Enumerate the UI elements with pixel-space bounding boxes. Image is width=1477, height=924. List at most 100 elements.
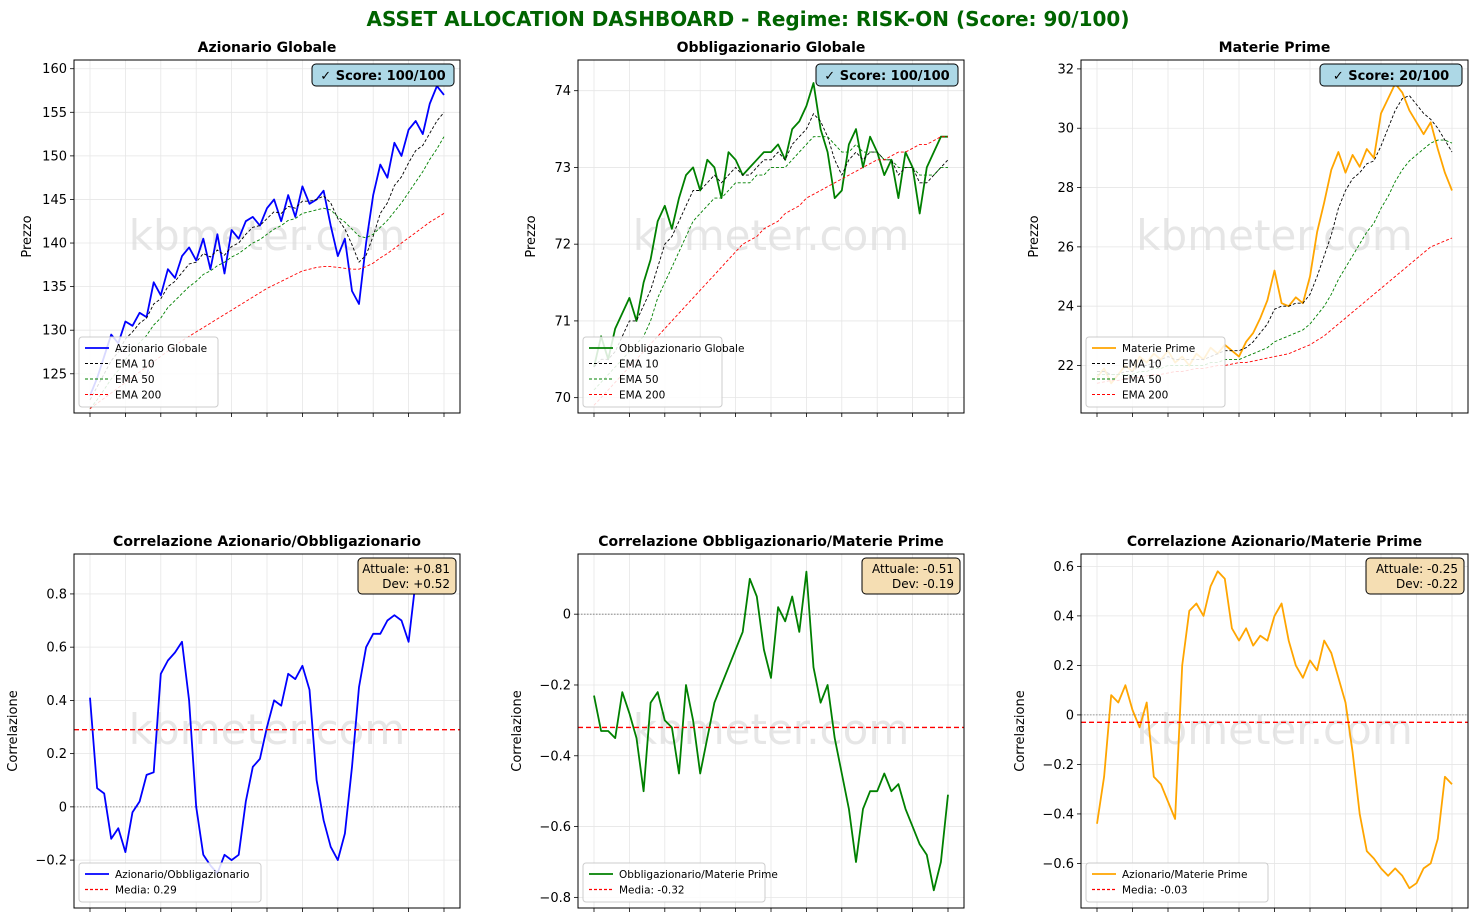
y-tick-label: 135 (42, 280, 67, 295)
stats-box (357, 557, 457, 595)
watermark: kbmeter.com (633, 211, 910, 260)
series-line (89, 112, 445, 401)
series-line (593, 82, 948, 368)
y-tick-label: 145 (42, 193, 67, 208)
y-tick-label: 0.4 (1053, 609, 1074, 624)
watermark: kbmeter.com (633, 705, 910, 754)
legend-label: EMA 10 (115, 359, 155, 371)
score-label: ✓ Score: 20/100 (1333, 69, 1449, 84)
legend-label: EMA 200 (619, 390, 665, 402)
legend-label: EMA 50 (1122, 374, 1162, 386)
legend-label: EMA 200 (115, 390, 161, 402)
charts-grid: 125 130 135 140 145 150 155 160 kbmeter.com Azion… (6, 40, 1469, 912)
y-tick-label: −0.2 (35, 854, 67, 869)
y-tick-label: 130 (42, 324, 67, 339)
legend-label: Obbligazionario/Materie Prime (619, 869, 778, 881)
legend-label: Materie Prime (1122, 343, 1195, 355)
plot-frame (577, 553, 965, 909)
chart-title: Correlazione Azionario/Materie Prime (1127, 534, 1422, 550)
plot-frame (1080, 553, 1469, 909)
legend-label: Media: -0.03 (1122, 885, 1188, 897)
y-tick-label: 0 (59, 800, 67, 815)
score-label: ✓ Score: 100/100 (824, 69, 949, 84)
y-tick-label: −0.6 (539, 820, 571, 835)
stats-line: Attuale: +0.81 (362, 562, 450, 576)
y-tick-label: 155 (42, 106, 67, 121)
y-tick-label: −0.8 (539, 891, 571, 906)
stats-box (1365, 557, 1465, 595)
chart-title: Azionario Globale (198, 40, 337, 56)
legend-label: Azionario Globale (115, 343, 207, 355)
series-line (89, 566, 445, 875)
legend-label: Azionario/Obbligazionario (115, 869, 249, 881)
y-tick-label: 160 (42, 62, 67, 77)
score-badge (1319, 63, 1463, 87)
y-tick-label: 30 (1057, 122, 1074, 137)
plot-frame (73, 59, 461, 414)
score-badge (311, 63, 455, 87)
plot-frame (73, 553, 461, 909)
y-tick-label: −0.6 (1042, 857, 1074, 872)
chart-title: Correlazione Obbligazionario/Materie Pri… (598, 534, 943, 550)
y-axis-label: Correlazione (1013, 690, 1028, 771)
y-tick-label: 0 (563, 608, 571, 623)
legend-label: Media: 0.29 (115, 885, 177, 897)
series-line (1096, 570, 1453, 890)
legend-box (78, 862, 262, 903)
series-line (593, 136, 948, 391)
chart-title: Materie Prime (1219, 40, 1331, 56)
y-tick-label: 26 (1057, 240, 1074, 255)
y-tick-label: 73 (554, 161, 571, 176)
y-tick-label: −0.4 (1042, 807, 1074, 822)
y-tick-label: 28 (1057, 181, 1074, 196)
y-tick-label: 0.4 (46, 694, 67, 709)
stats-line: Attuale: -0.51 (872, 562, 954, 576)
watermark: kbmeter.com (1136, 705, 1413, 754)
y-tick-label: 70 (554, 391, 571, 406)
chart-title: Correlazione Azionario/Obbligazionario (113, 534, 421, 550)
y-tick-label: 0.2 (46, 747, 67, 762)
y-axis-label: Prezzo (20, 215, 35, 257)
y-tick-label: 150 (42, 149, 67, 164)
legend-box (582, 862, 766, 903)
y-tick-label: 72 (554, 238, 571, 253)
y-tick-label: −0.2 (539, 678, 571, 693)
y-tick-label: 0.6 (46, 641, 67, 656)
y-tick-label: −0.4 (539, 749, 571, 764)
y-tick-label: 74 (554, 84, 571, 99)
y-axis-label: Correlazione (6, 690, 21, 771)
y-tick-label: 0.6 (1053, 560, 1074, 575)
y-tick-label: −0.2 (1042, 758, 1074, 773)
legend-box (1085, 862, 1269, 903)
legend-box (582, 336, 723, 408)
legend-label: Media: -0.32 (619, 885, 685, 897)
y-tick-label: 24 (1057, 300, 1074, 315)
chart-panel-3: 22 24 26 28 30 32 kbmeter.com Materie Prime Prez… (1027, 40, 1469, 417)
stats-line: Dev: -0.22 (1396, 577, 1458, 591)
score-badge (815, 63, 959, 87)
chart-panel-5: −0.8 −0.6 −0.4 −0.2 0 kbmeter.com Correlazione… (510, 534, 965, 912)
y-tick-label: 0.2 (1053, 659, 1074, 674)
y-axis-label: Prezzo (1027, 215, 1042, 257)
legend-label: EMA 10 (1122, 359, 1162, 371)
chart-panel-1: 125 130 135 140 145 150 155 160 kbmeter.com Azion… (20, 40, 461, 417)
stats-line: Dev: -0.19 (892, 577, 954, 591)
y-axis-label: Prezzo (524, 215, 539, 257)
series-line (89, 85, 445, 396)
legend-label: Obbligazionario Globale (619, 343, 744, 355)
y-tick-label: 22 (1057, 359, 1074, 374)
stats-line: Dev: +0.52 (382, 577, 450, 591)
stats-box (861, 557, 961, 595)
y-tick-label: 0 (1066, 708, 1074, 723)
chart-title: Obbligazionario Globale (677, 40, 866, 56)
watermark: kbmeter.com (1136, 211, 1413, 260)
plot-frame (1080, 59, 1469, 414)
y-tick-label: 140 (42, 237, 67, 252)
y-tick-label: 71 (554, 314, 571, 329)
chart-panel-4: −0.200.20.40.60.8kbmeter.comCorrelazione… (6, 534, 461, 912)
series-line (593, 570, 949, 892)
score-label: ✓ Score: 100/100 (320, 69, 445, 84)
series-line (593, 113, 949, 368)
series-line (89, 136, 445, 409)
